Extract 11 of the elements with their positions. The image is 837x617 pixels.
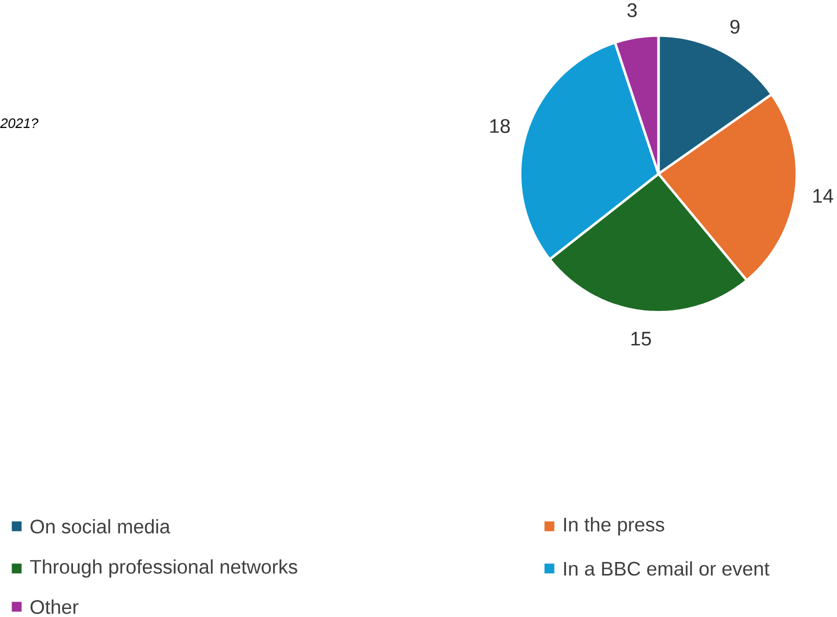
data-label: 3 bbox=[627, 3, 637, 18]
data-label: 9 bbox=[730, 20, 740, 34]
legend-label: Other bbox=[30, 600, 78, 614]
data-label: 14 bbox=[813, 189, 834, 203]
text: 2021? bbox=[0, 118, 38, 128]
legend-label: In the press bbox=[564, 517, 664, 536]
legend-label: In a BBC email or event bbox=[564, 562, 770, 576]
data-label: 18 bbox=[490, 119, 510, 134]
legend-label: Through professional networks bbox=[30, 560, 298, 578]
data-label: 15 bbox=[631, 332, 651, 346]
legend-label: On social media bbox=[30, 519, 170, 534]
